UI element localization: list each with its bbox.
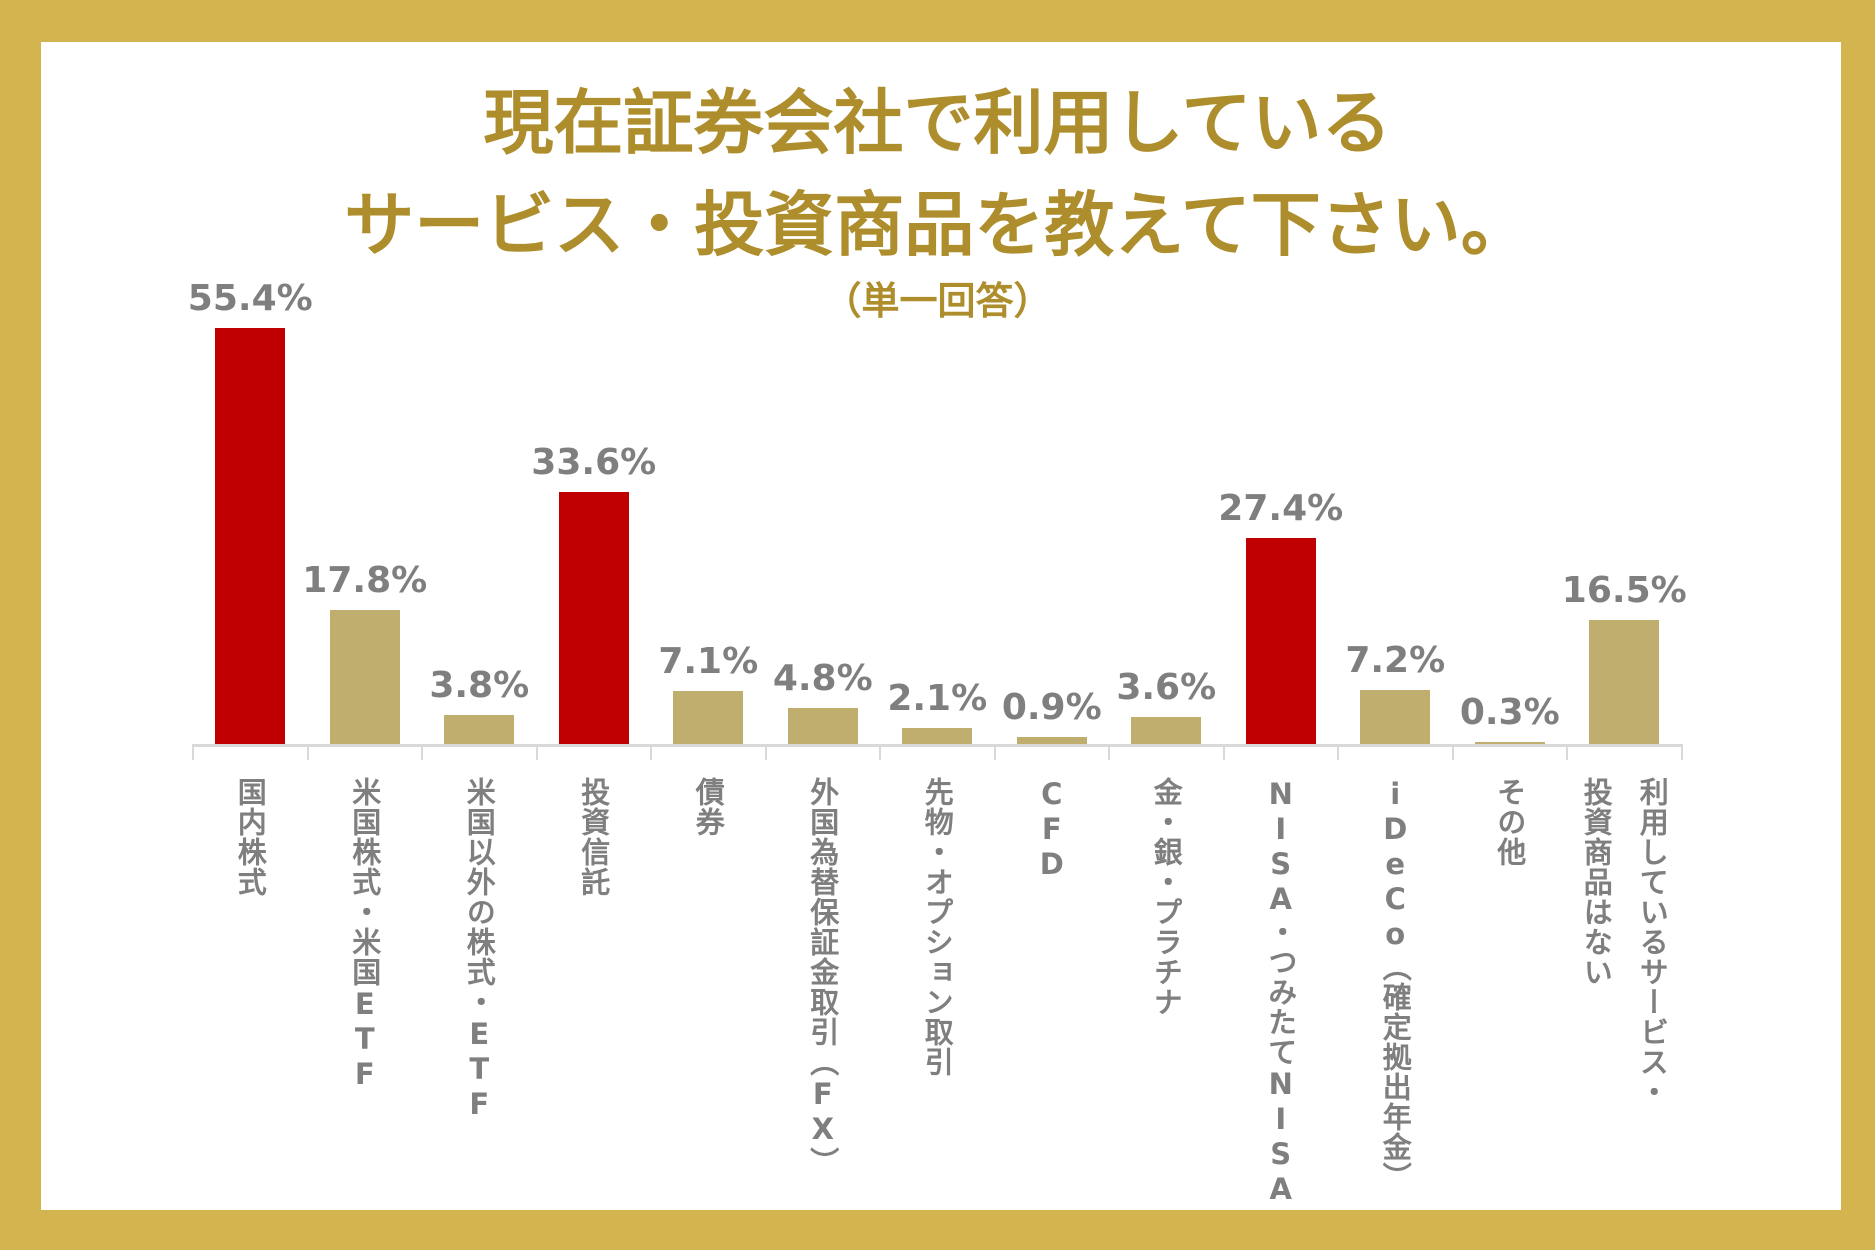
data-label: 55.4% — [187, 277, 313, 319]
bar — [329, 610, 400, 744]
x-axis-tick — [421, 744, 423, 760]
category-label: 米国株式・米国ETF — [347, 777, 382, 1092]
category-label: iDeCo（確定拠出年金） — [1378, 777, 1413, 1192]
bar — [787, 707, 858, 744]
data-label: 27.4% — [1218, 488, 1344, 530]
x-axis-tick — [879, 744, 881, 760]
x-axis-line — [193, 744, 1681, 747]
x-axis-tick — [192, 744, 194, 760]
bar — [1360, 689, 1431, 744]
category-label: NISA・つみたてNISA — [1263, 777, 1298, 1207]
bar — [1131, 716, 1202, 744]
category-label: その他 — [1492, 777, 1527, 867]
x-axis-tick — [650, 744, 652, 760]
x-axis-tick — [1337, 744, 1339, 760]
x-axis-tick — [993, 744, 996, 760]
bar — [673, 690, 744, 744]
chart-title-line2: サービス・投資商品を教えて下さい。 — [344, 184, 1531, 266]
data-label: 3.6% — [1116, 666, 1217, 708]
category-label: 利用しているサービス・ 投資商品はない — [1579, 777, 1670, 1107]
data-label: 17.8% — [302, 560, 428, 602]
bar — [558, 491, 629, 744]
bar — [444, 715, 515, 744]
category-label: 投資信託 — [576, 777, 611, 897]
category-label: 先物・オプション取引 — [920, 777, 955, 1077]
bar — [1474, 741, 1545, 744]
category-label: 外国為替保証金取引（FX） — [805, 777, 840, 1177]
x-axis-tick — [306, 744, 309, 760]
data-label: 0.3% — [1459, 691, 1560, 733]
data-label: 0.9% — [1001, 687, 1102, 729]
chart-subtitle: （単一回答） — [823, 279, 1052, 323]
data-label: 16.5% — [1561, 570, 1687, 612]
x-axis-tick — [1451, 744, 1454, 760]
category-label: 国内株式 — [233, 777, 268, 897]
data-label: 33.6% — [531, 441, 657, 483]
x-axis-tick — [1108, 744, 1110, 760]
category-label: 金・銀・プラチナ — [1149, 777, 1184, 1017]
category-label: CFD — [1034, 777, 1069, 882]
x-axis-tick — [1680, 744, 1683, 760]
data-label: 4.8% — [772, 657, 873, 699]
bar — [215, 327, 286, 744]
bar — [1589, 620, 1660, 744]
data-label: 7.2% — [1345, 639, 1446, 681]
bar — [902, 728, 973, 744]
category-label: 債券 — [691, 777, 726, 837]
chart-title-line1: 現在証券会社で利用している — [483, 82, 1392, 164]
x-axis-tick — [1566, 744, 1568, 760]
data-label: 7.1% — [658, 640, 759, 682]
x-axis-tick — [764, 744, 767, 760]
category-label: 米国以外の株式・ETF — [462, 777, 497, 1122]
x-axis-tick — [1222, 744, 1225, 760]
x-axis-tick — [535, 744, 538, 760]
data-label: 2.1% — [887, 678, 988, 720]
bar — [1245, 538, 1316, 744]
bar — [1016, 737, 1087, 744]
data-label: 3.8% — [429, 665, 530, 707]
